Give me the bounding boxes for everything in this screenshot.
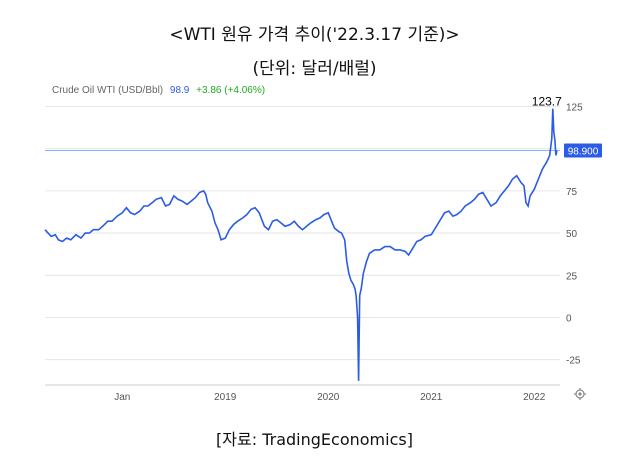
x-tick-label: 2022 (523, 392, 546, 403)
legend-last-value: 98.9 (170, 85, 190, 96)
y-tick-label: 25 (566, 271, 578, 282)
y-tick-label: 50 (566, 229, 578, 240)
legend: Crude Oil WTI (USD/Bbl) 98.9 +3.86 (+4.0… (52, 85, 265, 96)
x-tick-labels: Jan 2019 2020 2021 2022 (114, 392, 546, 403)
peak-annotation: 123.7 (532, 95, 562, 109)
last-value-tag: 98.900 (568, 147, 599, 158)
y-tick-labels: 1251007550250-25 (566, 102, 583, 366)
legend-series-name: Crude Oil WTI (USD/Bbl) (52, 85, 163, 96)
y-tick-label: -25 (566, 356, 581, 367)
x-tick-label: 2021 (420, 392, 443, 403)
source-note: [자료: TradingEconomics] (216, 430, 413, 449)
x-tick-label: Jan (114, 392, 130, 403)
grid (45, 105, 560, 361)
y-tick-label: 75 (566, 187, 578, 198)
x-tick-label: 2019 (214, 392, 237, 403)
legend-change: +3.86 (+4.06%) (196, 85, 265, 96)
last-value-tag-bg (564, 143, 602, 158)
chart-subtitle: (단위: 달러/배럴) (252, 59, 377, 79)
chart-title: <WTI 원유 가격 추이('22.3.17 기준)> (169, 25, 460, 45)
x-tick-label: 2020 (317, 392, 340, 403)
y-tick-label: 125 (566, 102, 583, 113)
series-line-wti (44, 108, 558, 381)
y-tick-label: 0 (566, 313, 572, 324)
gear-icon[interactable] (574, 388, 586, 400)
